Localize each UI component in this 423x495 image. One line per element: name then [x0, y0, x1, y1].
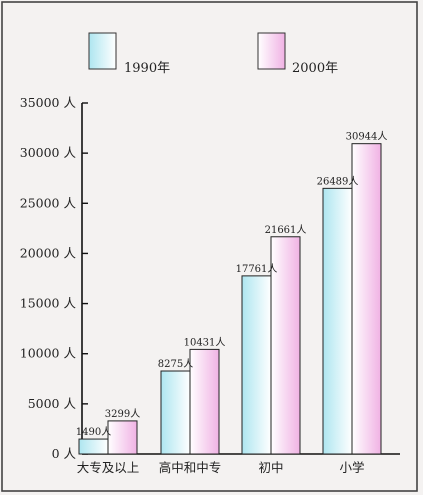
legend: 1990年 2000年: [88, 32, 338, 76]
value-label-1990-4: 26489人: [317, 175, 359, 187]
category-label-4: 小学: [339, 460, 364, 475]
value-label-2000-4: 30944人: [346, 131, 388, 143]
bar-2000-2: [189, 348, 220, 455]
y-tick-label-10000: 10000 人: [20, 346, 77, 361]
value-label-1990-2: 8275人: [158, 358, 193, 370]
value-label-2000-1: 3299人: [105, 408, 140, 420]
legend-label-2: 2000年: [292, 61, 338, 76]
legend-label-1: 1990年: [124, 61, 170, 76]
chart-frame: [1, 1, 418, 492]
bar-1990-1: [78, 438, 109, 455]
value-label-2000-3: 21661人: [265, 224, 307, 236]
value-label-2000-2: 10431人: [184, 336, 226, 348]
y-tick-label-5000: 5000 人: [28, 396, 77, 411]
bars: [78, 143, 382, 455]
y-tick-label-0: 0 人: [52, 446, 77, 461]
value-label-1990-1: 1490人: [76, 426, 111, 438]
category-label-1: 大专及以上: [77, 460, 140, 475]
bar-1990-4: [322, 187, 353, 455]
y-tick-label-30000: 30000 人: [20, 145, 77, 160]
y-tick-label-15000: 15000 人: [20, 296, 77, 311]
y-tick-label-20000: 20000 人: [20, 245, 77, 260]
value-label-1990-3: 17761人: [236, 263, 278, 275]
bar-2000-3: [270, 236, 301, 455]
category-label-3: 初中: [258, 460, 283, 475]
bar-1990-2: [160, 370, 191, 455]
bar-1990-3: [241, 275, 272, 455]
category-label-2: 高中和中专: [159, 460, 222, 475]
legend-swatch-2: [257, 32, 286, 70]
axes: 0 人 5000 人 10000 人 15000 人 20000 人 25000 人 300…: [20, 95, 400, 461]
bar-2000-1: [107, 420, 138, 455]
legend-swatch-1: [88, 32, 117, 70]
bar-2000-4: [351, 143, 382, 455]
y-tick-label-25000: 25000 人: [20, 195, 77, 210]
y-tick-label-35000: 35000 人: [20, 95, 77, 110]
